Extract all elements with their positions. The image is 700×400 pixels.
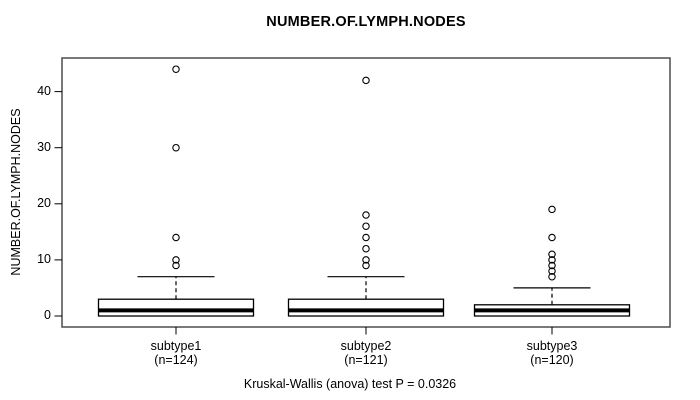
plot-frame [61,57,671,328]
outlier-point-subtype2 [362,244,370,253]
outlier-point-subtype3 [548,267,556,275]
outlier-point-subtype2 [362,261,370,270]
stat-test-caption: Kruskal-Wallis (anova) test P = 0.0326 [243,377,457,391]
outlier-point-subtype2 [362,211,370,219]
group-count: (n=121) [344,353,388,367]
outlier-point-subtype2 [362,76,370,85]
box-subtype1 [97,298,255,317]
group-count: (n=124) [154,353,198,367]
outlier-point-subtype3 [548,250,556,259]
y-tick-label: 30 [37,139,51,154]
group-label-subtype2: subtype2 (n=121) [291,339,441,367]
outlier-point-subtype1 [172,261,180,270]
outlier-point-subtype3 [548,261,556,270]
group-name: subtype3 [526,339,578,353]
outlier-point-subtype3 [548,272,556,281]
outlier-point-subtype2 [362,256,370,264]
chart-title: NUMBER.OF.LYMPH.NODES [266,14,466,30]
outlier-point-subtype3 [548,233,556,242]
outlier-point-subtype3 [548,205,556,214]
y-tick-label: 10 [37,251,51,266]
y-tick-label: 20 [37,195,51,210]
outlier-point-subtype1 [172,256,180,264]
group-label-subtype3: subtype3 (n=120) [477,339,627,367]
y-tick-label: 40 [37,83,51,98]
outlier-point-subtype1 [172,233,180,242]
group-label-subtype1: subtype1 (n=124) [101,339,251,367]
outlier-point-subtype1 [172,143,180,152]
outlier-point-subtype1 [172,65,180,73]
outlier-point-subtype2 [362,233,370,242]
group-name: subtype1 [150,339,202,353]
group-count: (n=120) [530,353,574,367]
outlier-point-subtype2 [362,222,370,230]
y-tick-label: 0 [44,308,51,322]
group-name: subtype2 [340,339,392,353]
outlier-point-subtype3 [548,256,556,264]
box-subtype2 [287,298,445,317]
